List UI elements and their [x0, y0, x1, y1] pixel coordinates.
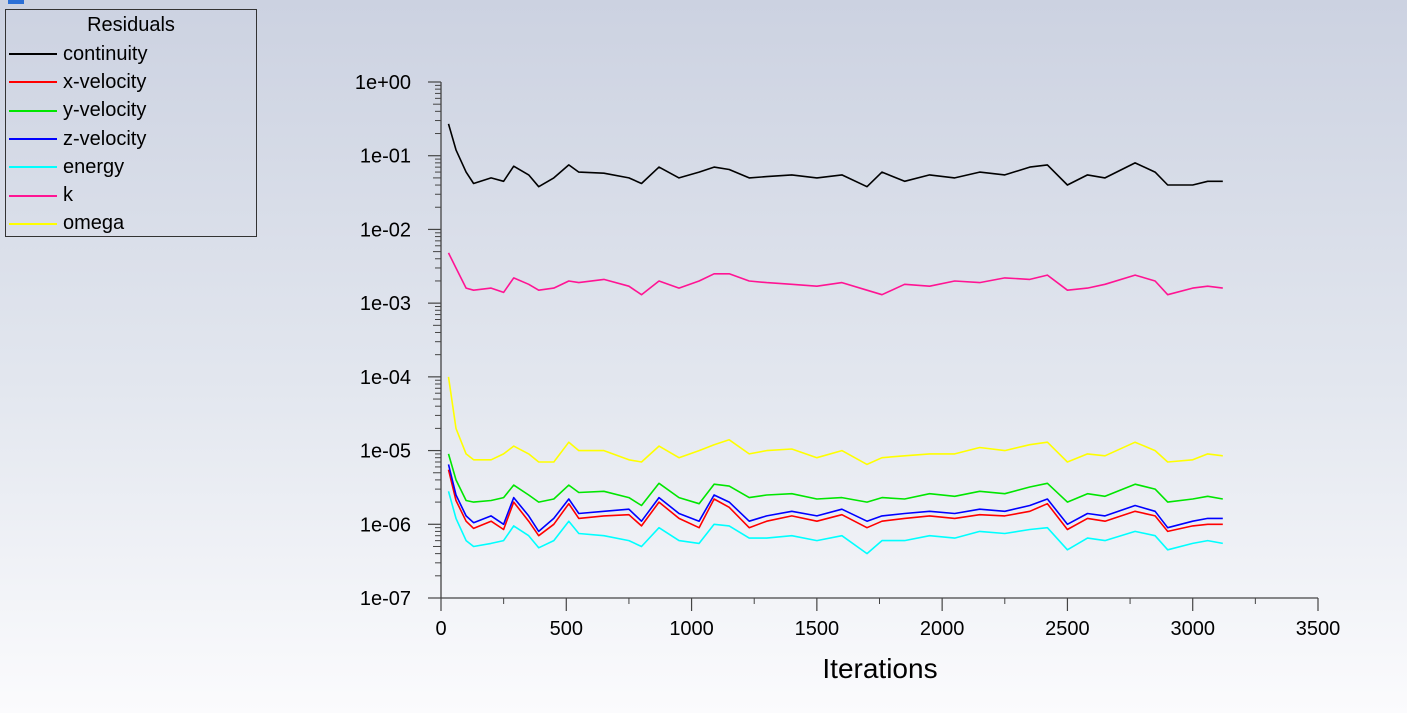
legend-label: z-velocity: [63, 127, 147, 150]
legend-label: omega: [63, 212, 125, 235]
legend-swatch: [9, 81, 57, 84]
legend-swatch: [9, 166, 57, 169]
series-line-omega: [447, 376, 1223, 466]
legend-swatch: [9, 53, 57, 56]
legend-entry-continuity: continuity: [6, 40, 256, 68]
series-line-z-velocity: [447, 464, 1223, 533]
y-tick-label: 1e-05: [360, 441, 411, 463]
legend-entry-k: k: [6, 181, 256, 209]
y-tick-label: 1e-04: [360, 367, 411, 389]
legend-label: y-velocity: [63, 99, 147, 122]
legend-entry-x-velocity: x-velocity: [6, 68, 256, 96]
x-tick-label: 500: [550, 618, 583, 640]
legend-entry-energy: energy: [6, 153, 256, 181]
y-tick-label: 1e-02: [360, 219, 411, 241]
legend-entry-y-velocity: y-velocity: [6, 97, 256, 125]
legend-label: energy: [63, 155, 125, 178]
legend-label: x-velocity: [63, 70, 147, 93]
y-tick-label: 1e-01: [360, 146, 411, 168]
series-line-energy: [447, 491, 1223, 555]
x-tick-label: 0: [435, 618, 446, 640]
legend-entry-omega: omega: [6, 210, 256, 238]
window-corner-marker: [8, 0, 24, 4]
y-tick-label: 1e-06: [360, 514, 411, 536]
x-tick-label: 1500: [795, 618, 840, 640]
x-axis-label: Iterations: [822, 653, 937, 684]
legend-label: continuity: [63, 42, 148, 65]
y-tick-label: 1e-03: [360, 293, 411, 315]
legend: Residuals continuity x-velocity y-velocity…: [5, 9, 257, 237]
legend-entry-z-velocity: z-velocity: [6, 125, 256, 153]
x-tick-label: 3500: [1296, 618, 1341, 640]
legend-label: k: [63, 184, 73, 207]
legend-swatch: [9, 109, 57, 112]
x-tick-label: 3000: [1170, 618, 1215, 640]
legend-swatch: [9, 138, 57, 141]
x-tick-label: 2500: [1045, 618, 1090, 640]
series-line-y-velocity: [447, 453, 1223, 507]
x-tick-label: 1000: [669, 618, 714, 640]
y-tick-label: 1e-07: [360, 588, 411, 610]
series-line-continuity: [447, 123, 1223, 188]
legend-swatch: [9, 222, 57, 225]
y-tick-label: 1e+00: [355, 72, 411, 94]
legend-title: Residuals: [87, 14, 175, 36]
series-line-x-velocity: [447, 469, 1223, 537]
series-line-k: [447, 252, 1223, 296]
legend-swatch: [9, 194, 57, 197]
x-tick-label: 2000: [920, 618, 965, 640]
